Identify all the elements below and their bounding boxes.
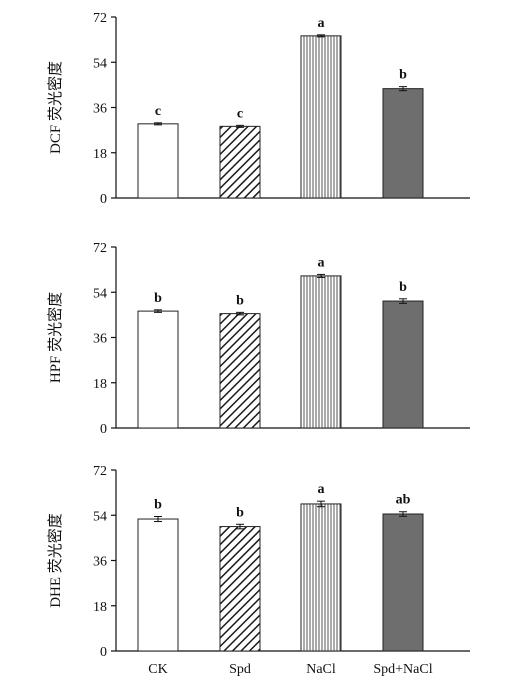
bar-spd-nacl [382,88,424,199]
bar-spd [219,125,261,199]
y-tick-label: 36 [93,332,107,347]
significance-label: a [318,16,325,31]
y-axis-label: DHE 荧光密度 [47,513,64,608]
significance-label: b [154,498,162,513]
significance-label: c [237,106,243,121]
bar-nacl [300,275,342,429]
chart-panel-1: 0 18 36 54 72 DCF 荧光密度 c c a b [47,11,470,207]
bar-spd [219,313,261,429]
y-tick-label: 0 [100,192,107,207]
y-tick-label: 0 [100,645,107,660]
y-tick-label: 72 [93,11,107,26]
x-category-label: Spd+NaCl [373,662,432,677]
bar-spd-nacl [382,513,424,652]
significance-label: b [399,68,407,83]
bar-ck [137,518,179,652]
y-tick-label: 54 [93,286,107,301]
significance-label: ab [396,493,411,508]
chart-panel-2: 0 18 36 54 72 HPF 荧光密度 b b a b [47,241,470,437]
significance-label: b [154,291,162,306]
bar-nacl [300,503,342,652]
chart-panel-3: 0 18 36 54 72 DHE 荧光密度 b b a ab CK Spd NaCl Spd+NaCl [47,464,470,677]
y-tick-label: 54 [93,509,107,524]
y-axis-label: DCF 荧光密度 [47,61,64,154]
significance-label: a [318,482,325,497]
significance-label: b [236,505,244,520]
bar-nacl [300,35,342,199]
x-category-label: NaCl [306,662,336,677]
y-tick-label: 54 [93,56,107,71]
y-tick-label: 36 [93,555,107,570]
y-tick-label: 18 [93,147,107,162]
significance-label: b [399,280,407,295]
y-axis-label: HPF 荧光密度 [47,292,64,383]
x-category-label: Spd [229,662,251,677]
significance-label: a [318,255,325,270]
y-tick-label: 36 [93,102,107,117]
bar-ck [137,310,179,429]
significance-label: b [236,293,244,308]
bar-spd-nacl [382,300,424,429]
significance-label: c [155,104,161,119]
y-tick-label: 18 [93,377,107,392]
y-tick-label: 72 [93,464,107,479]
bar-spd [219,526,261,652]
y-tick-label: 72 [93,241,107,256]
y-tick-label: 0 [100,422,107,437]
x-category-label: CK [148,662,167,677]
bar-ck [137,123,179,199]
y-tick-label: 18 [93,600,107,615]
